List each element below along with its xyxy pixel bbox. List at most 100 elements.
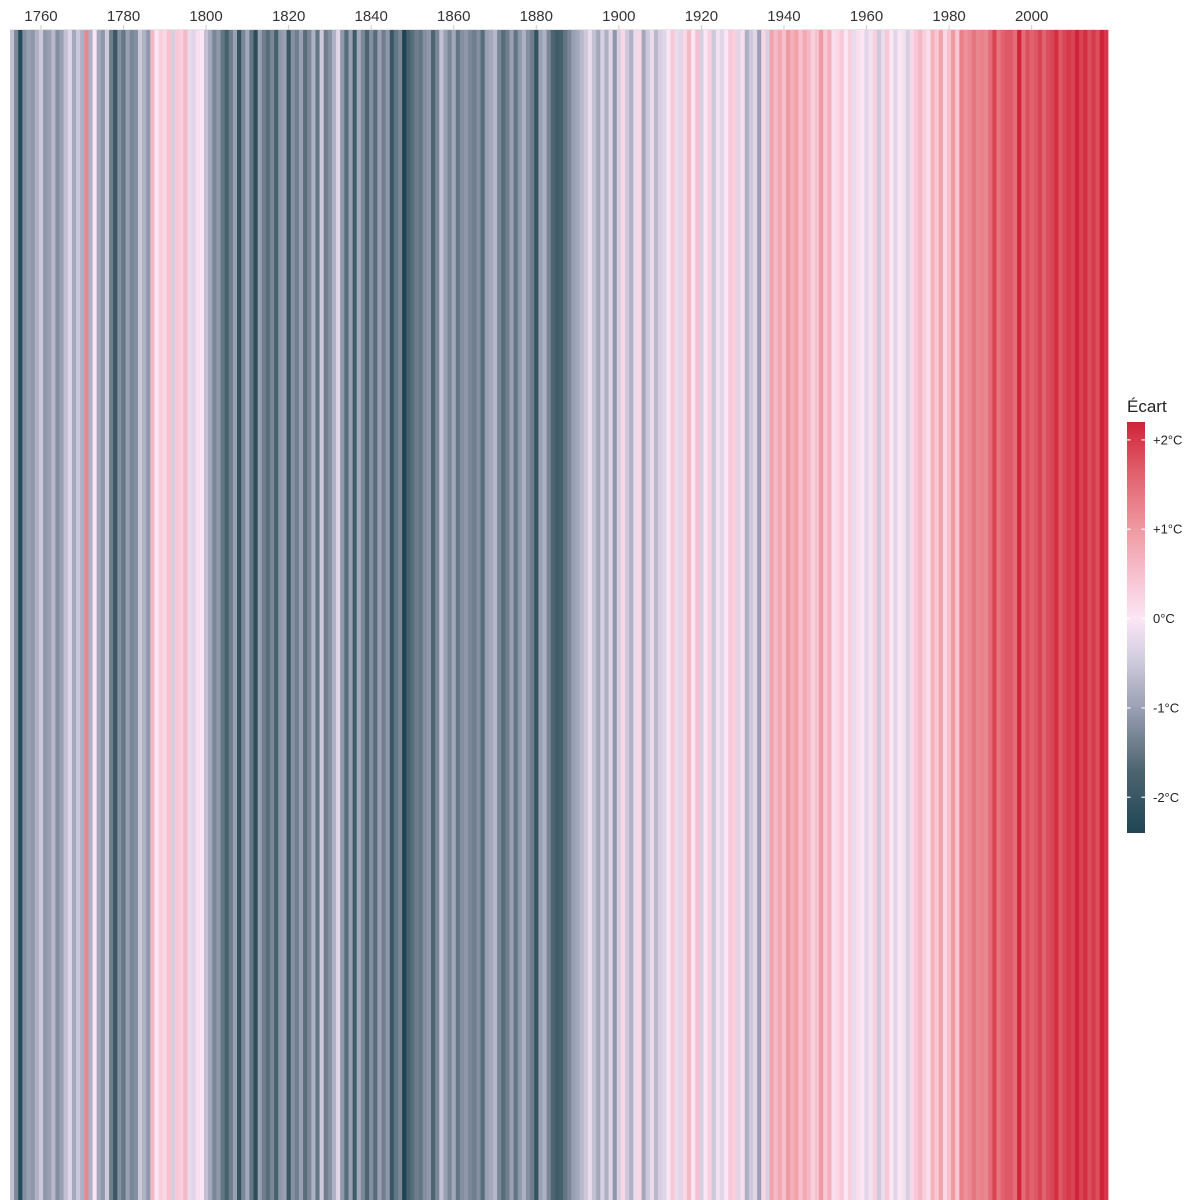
stripe-1933: [753, 30, 758, 1200]
x-tick-label-1900: 1900: [602, 8, 635, 25]
stripe-1998: [1021, 30, 1026, 1200]
stripe-2007: [1058, 30, 1063, 1200]
stripe-1936: [765, 30, 770, 1200]
stripe-1754: [14, 30, 19, 1200]
stripe-1913: [670, 30, 675, 1200]
x-tick-label-1860: 1860: [437, 8, 470, 25]
stripe-1825: [307, 30, 312, 1200]
stripe-1835: [348, 30, 354, 1200]
stripe-1989: [984, 30, 989, 1200]
stripe-1977: [934, 30, 940, 1200]
stripe-1918: [691, 30, 696, 1200]
stripe-2015: [1091, 30, 1097, 1200]
stripe-1837: [356, 30, 362, 1200]
stripe-1776: [104, 30, 110, 1200]
stripe-2002: [1037, 30, 1043, 1200]
stripe-1826: [311, 30, 316, 1200]
stripe-1806: [228, 30, 234, 1200]
stripe-1919: [695, 30, 700, 1200]
stripe-1812: [253, 30, 259, 1200]
legend-tick-label-0: 0°C: [1153, 611, 1175, 626]
stripe-1885: [554, 30, 560, 1200]
stripe-2012: [1079, 30, 1084, 1200]
stripe-1808: [237, 30, 242, 1200]
stripe-1970: [905, 30, 911, 1200]
stripe-1862: [459, 30, 465, 1200]
stripe-1875: [513, 30, 519, 1200]
stripe-1907: [645, 30, 651, 1200]
stripe-1843: [381, 30, 387, 1200]
stripe-1947: [810, 30, 816, 1200]
stripe-1975: [926, 30, 931, 1200]
stripe-1983: [959, 30, 964, 1200]
stripe-1922: [707, 30, 713, 1200]
x-tick-label-1780: 1780: [107, 8, 140, 25]
stripe-1985: [967, 30, 973, 1200]
stripe-1871: [497, 30, 502, 1200]
stripe-1791: [166, 30, 172, 1200]
stripe-1872: [501, 30, 506, 1200]
x-tick-label-1820: 1820: [272, 8, 305, 25]
x-tick-label-1880: 1880: [520, 8, 553, 25]
stripe-1777: [109, 30, 114, 1200]
stripe-1992: [996, 30, 1002, 1200]
stripe-1767: [67, 30, 73, 1200]
stripe-1842: [377, 30, 382, 1200]
stripe-1941: [786, 30, 791, 1200]
stripe-1937: [769, 30, 775, 1200]
stripe-1815: [265, 30, 271, 1200]
stripe-1804: [220, 30, 226, 1200]
stripe-1840: [369, 30, 374, 1200]
stripe-1930: [740, 30, 746, 1200]
stripe-1988: [980, 30, 985, 1200]
stripe-1788: [154, 30, 160, 1200]
stripe-1908: [649, 30, 655, 1200]
stripe-1820: [286, 30, 292, 1200]
stripe-1948: [814, 30, 820, 1200]
stripes-plot-area: [10, 30, 1109, 1200]
legend-tick-label--2: -2°C: [1153, 790, 1179, 805]
stripe-1801: [208, 30, 213, 1200]
stripe-2005: [1050, 30, 1055, 1200]
stripe-1915: [678, 30, 684, 1200]
stripe-1786: [146, 30, 151, 1200]
stripe-1768: [71, 30, 77, 1200]
stripe-1961: [868, 30, 874, 1200]
stripe-1916: [682, 30, 688, 1200]
stripe-1932: [748, 30, 754, 1200]
stripe-1828: [319, 30, 325, 1200]
stripe-1766: [63, 30, 69, 1200]
stripe-1982: [955, 30, 960, 1200]
stripe-1980: [947, 30, 952, 1200]
stripe-1923: [711, 30, 717, 1200]
stripe-1903: [629, 30, 634, 1200]
stripe-1814: [261, 30, 267, 1200]
stripe-1935: [761, 30, 766, 1200]
stripe-1798: [195, 30, 201, 1200]
stripe-1836: [352, 30, 358, 1200]
stripe-1928: [732, 30, 737, 1200]
stripe-1763: [51, 30, 56, 1200]
stripe-1914: [674, 30, 680, 1200]
stripe-1974: [922, 30, 927, 1200]
stripe-1864: [468, 30, 473, 1200]
stripe-1972: [913, 30, 919, 1200]
stripe-1880: [534, 30, 539, 1200]
stripe-1976: [930, 30, 936, 1200]
stripe-1781: [125, 30, 131, 1200]
stripe-1867: [480, 30, 486, 1200]
stripe-1911: [662, 30, 667, 1200]
stripe-1896: [600, 30, 605, 1200]
stripe-1987: [975, 30, 981, 1200]
stripe-1794: [179, 30, 184, 1200]
stripe-1851: [414, 30, 420, 1200]
stripe-1844: [385, 30, 391, 1200]
stripe-1876: [517, 30, 523, 1200]
stripe-1859: [447, 30, 453, 1200]
stripe-1774: [96, 30, 102, 1200]
stripe-1834: [344, 30, 349, 1200]
legend-colorbar: [1127, 422, 1145, 833]
stripe-1759: [34, 30, 40, 1200]
stripe-1943: [794, 30, 799, 1200]
stripe-1839: [364, 30, 370, 1200]
